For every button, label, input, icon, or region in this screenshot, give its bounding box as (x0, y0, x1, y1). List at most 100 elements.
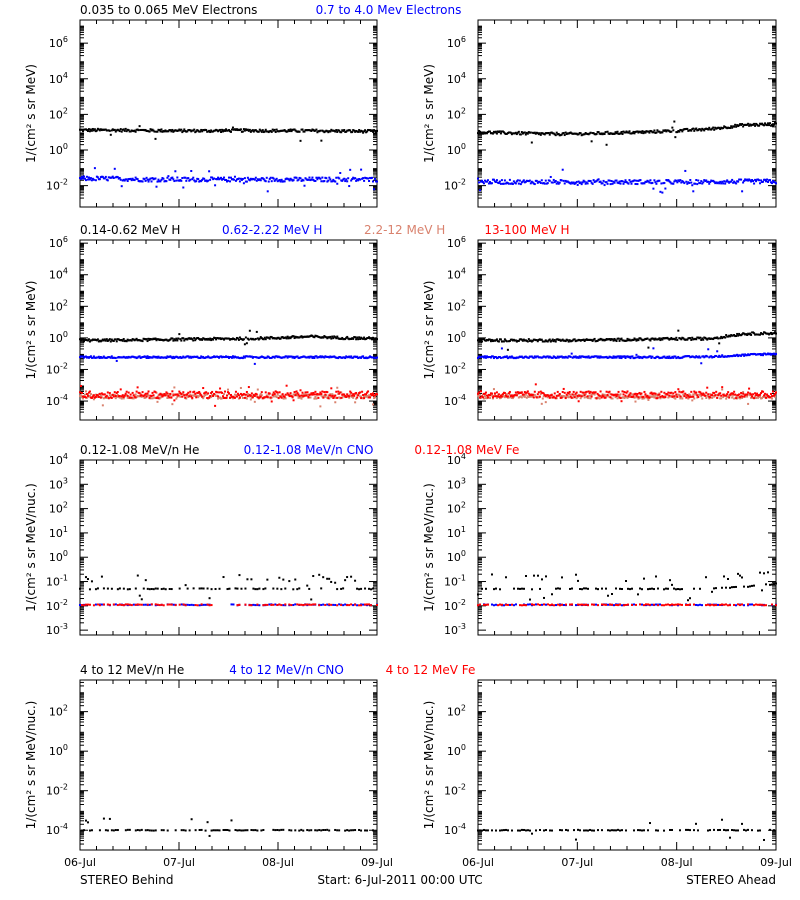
data-point (706, 386, 709, 389)
y-tick-label: 102 (49, 298, 68, 313)
data-point (557, 394, 560, 397)
data-point (639, 130, 642, 133)
data-point (261, 129, 264, 132)
data-point (246, 395, 249, 398)
data-point (207, 392, 210, 395)
data-point (100, 603, 103, 606)
data-point (755, 397, 758, 400)
data-point (624, 357, 627, 360)
data-point (262, 178, 265, 181)
data-point (561, 390, 564, 393)
data-point (551, 338, 554, 341)
data-point (515, 394, 518, 397)
y-tick-label: 106 (49, 235, 68, 250)
data-point (773, 332, 776, 335)
data-point (153, 130, 156, 133)
data-point (145, 338, 148, 341)
data-point (688, 355, 691, 358)
data-point (179, 338, 182, 341)
data-point (684, 169, 687, 172)
data-point (214, 184, 217, 187)
data-point (742, 391, 745, 394)
data-point (709, 181, 712, 184)
data-point (246, 176, 249, 179)
data-point (343, 177, 346, 180)
data-point (233, 396, 236, 399)
data-point (701, 397, 704, 400)
data-point (334, 180, 337, 183)
data-point (718, 354, 721, 357)
y-tick-label: 10-2 (46, 598, 68, 613)
data-point (171, 390, 174, 393)
data-point (146, 340, 149, 343)
data-point (514, 339, 517, 342)
data-point (482, 338, 485, 341)
data-point (178, 603, 181, 606)
data-point (478, 393, 481, 396)
data-point (716, 350, 719, 353)
data-point (487, 182, 490, 185)
data-point (734, 123, 737, 126)
data-point (222, 130, 225, 133)
data-point (616, 130, 619, 133)
data-point (292, 588, 295, 591)
data-point (724, 182, 727, 185)
data-point (200, 180, 203, 183)
data-point (571, 393, 574, 396)
data-point (578, 355, 581, 358)
data-point (722, 127, 725, 130)
data-point (351, 394, 354, 397)
data-point (258, 128, 261, 131)
data-point (481, 181, 484, 184)
data-point (122, 604, 125, 607)
plot-frame (79, 459, 378, 636)
data-point (761, 397, 764, 400)
data-point (230, 356, 233, 359)
data-point (312, 355, 315, 358)
data-point (636, 183, 639, 186)
data-point (284, 603, 287, 606)
data-point (681, 397, 684, 400)
data-point (543, 394, 546, 397)
data-point (306, 603, 309, 606)
data-point (536, 393, 539, 396)
data-point (685, 396, 688, 399)
data-point (670, 391, 673, 394)
data-point (743, 179, 746, 182)
data-point (278, 603, 281, 606)
data-point (335, 337, 338, 340)
data-point (80, 604, 83, 607)
data-point (235, 395, 238, 398)
data-point (541, 397, 544, 400)
data-point (606, 130, 609, 133)
data-point (654, 181, 657, 184)
data-point (106, 179, 109, 182)
data-point (362, 394, 365, 397)
data-point (593, 393, 596, 396)
data-point (238, 603, 241, 606)
data-point (316, 131, 319, 134)
data-point (773, 123, 776, 126)
data-point (88, 603, 91, 606)
data-point (640, 131, 643, 134)
data-point (128, 396, 131, 399)
data-point (142, 603, 145, 606)
data-point (632, 339, 635, 342)
data-point (165, 357, 168, 360)
data-point (299, 177, 302, 180)
data-point (181, 395, 184, 398)
data-point (344, 357, 347, 360)
data-point (273, 179, 276, 182)
data-point (329, 335, 332, 338)
data-point (202, 603, 205, 606)
data-point (484, 356, 487, 359)
data-point (672, 129, 675, 132)
data-point (679, 179, 682, 182)
data-point (618, 180, 621, 183)
data-point (714, 394, 717, 397)
data-point (368, 336, 371, 339)
data-point (221, 128, 224, 131)
data-point (500, 179, 503, 182)
y-axis-label: 1/(cm² s sr MeV) (422, 64, 436, 163)
data-point (555, 356, 558, 359)
